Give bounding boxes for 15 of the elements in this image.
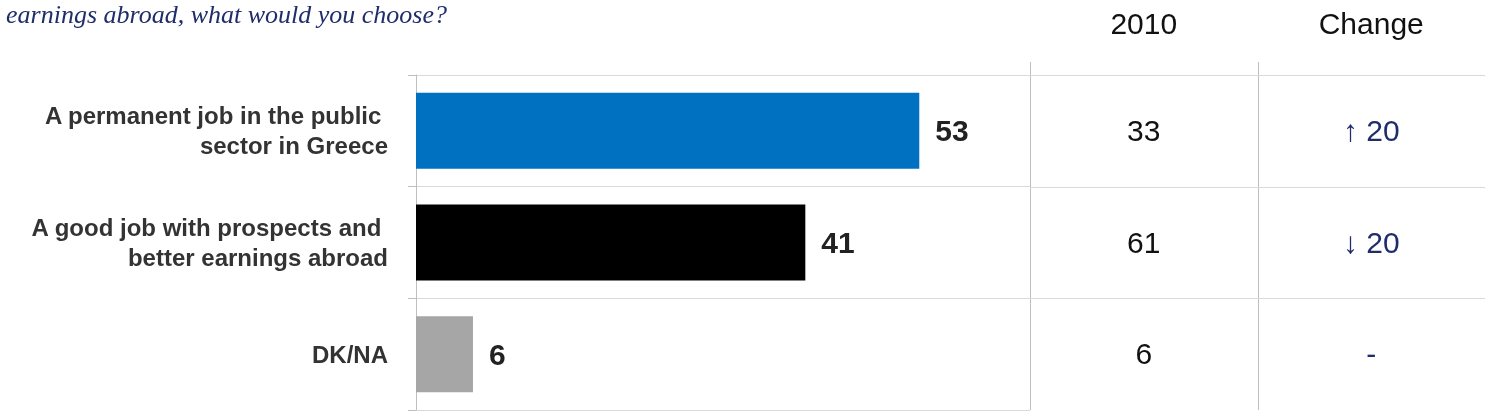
text: 6: [1135, 337, 1153, 372]
y-tick-label: DK/NA: [312, 340, 388, 368]
text: Change: [1318, 7, 1424, 41]
chart-title: earnings abroad, what would you choose?: [6, 0, 448, 30]
text: ↓ 20: [1342, 225, 1400, 260]
y-tick-label: A good job with prospects and better earnings abroad: [31, 214, 388, 271]
text: 33: [1127, 113, 1161, 148]
data-label: 53: [935, 114, 969, 148]
text: -: [1366, 337, 1377, 372]
text: 61: [1127, 225, 1161, 260]
y-tick-label: A permanent job in the public sector in Greece: [44, 102, 388, 160]
text: 2010: [1110, 7, 1178, 41]
text: ↑ 20: [1342, 113, 1400, 148]
data-label: 6: [488, 337, 506, 371]
data-label: 41: [821, 226, 855, 259]
